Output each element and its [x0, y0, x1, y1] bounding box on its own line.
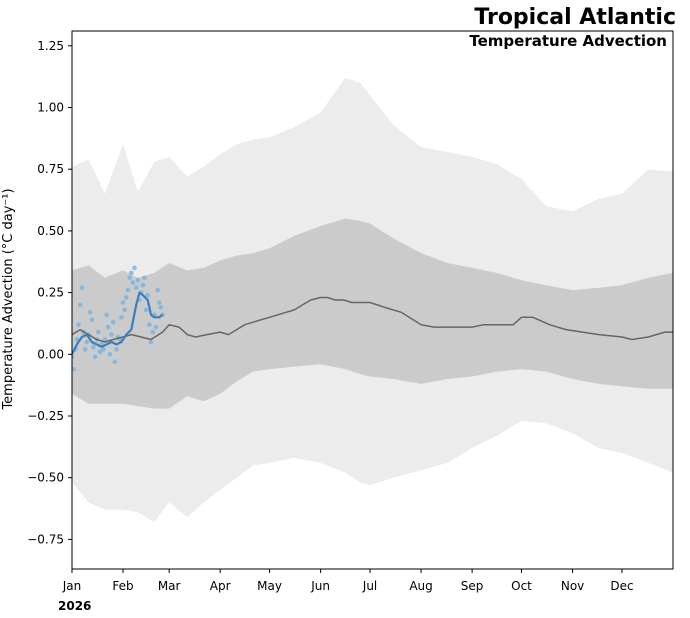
x-tick-label: Jun — [310, 579, 330, 593]
y-axis-label: Temperature Advection (°C day⁻¹) — [1, 188, 16, 410]
daily-point — [79, 285, 85, 291]
inner-range-band — [72, 218, 673, 409]
daily-point — [124, 295, 129, 300]
daily-point — [130, 280, 136, 286]
daily-point — [89, 317, 95, 323]
daily-point — [132, 265, 137, 271]
y-tick-label: 0.00 — [37, 347, 64, 361]
daily-point — [110, 319, 116, 325]
plot-frame — [71, 30, 674, 570]
daily-point — [74, 337, 80, 342]
x-tick-label: Dec — [610, 579, 633, 593]
daily-point — [76, 322, 81, 328]
daily-point — [97, 349, 103, 355]
daily-point — [84, 339, 90, 345]
daily-point — [112, 359, 118, 365]
daily-point — [158, 305, 164, 310]
chart-subtitle: Temperature Advection — [469, 32, 667, 50]
daily-point — [114, 347, 119, 352]
daily-point — [77, 302, 83, 308]
daily-point — [147, 322, 152, 328]
daily-point — [96, 329, 101, 335]
y-tick-label: 0.75 — [37, 162, 64, 176]
y-tick-label: −0.25 — [27, 409, 64, 423]
daily-point — [109, 332, 114, 337]
y-tick-label: 1.25 — [37, 39, 64, 53]
daily-point — [104, 312, 109, 318]
x-tick-label: Oct — [511, 579, 532, 593]
year-label: 2026 — [58, 599, 91, 613]
y-tick-label: 0.50 — [37, 224, 64, 238]
x-tick-label: Sep — [461, 579, 484, 593]
daily-point — [87, 310, 93, 315]
daily-point — [153, 324, 159, 330]
y-tick-label: 0.25 — [37, 286, 64, 300]
y-tick-label: −0.75 — [27, 532, 64, 546]
daily-point — [142, 275, 147, 281]
daily-point — [101, 347, 106, 352]
daily-point — [91, 344, 96, 350]
x-tick-label: Mar — [158, 579, 181, 593]
daily-point — [92, 354, 98, 360]
daily-point — [105, 324, 111, 330]
daily-point — [143, 307, 149, 313]
daily-point — [145, 292, 150, 298]
plot-area — [72, 77, 673, 523]
daily-point — [148, 339, 154, 345]
y-tick-label: 1.00 — [37, 101, 64, 115]
x-tick-label: Feb — [112, 579, 133, 593]
y-tick-label: −0.50 — [27, 471, 64, 485]
daily-point — [140, 282, 146, 288]
daily-point — [82, 347, 88, 352]
x-tick-label: Apr — [210, 579, 231, 593]
daily-point — [155, 287, 160, 293]
daily-point — [72, 366, 76, 372]
daily-point — [102, 337, 108, 342]
climatology-mean-line — [72, 296, 673, 343]
daily-point — [119, 315, 124, 320]
daily-point — [150, 329, 155, 335]
current-year-line — [72, 291, 164, 355]
daily-point — [125, 287, 131, 293]
x-tick-label: Jan — [62, 579, 82, 593]
axes: −0.75 −0.50 −0.25 0.00 0.25 0.50 0.75 1.00 1.25 J… — [27, 39, 633, 593]
daily-point — [127, 275, 132, 281]
x-tick-label: Nov — [561, 579, 584, 593]
daily-point — [122, 307, 127, 313]
x-tick-label: Jul — [362, 579, 377, 593]
chart-title: Tropical Atlantic — [474, 5, 676, 30]
daily-point — [72, 354, 75, 360]
daily-point — [120, 300, 126, 305]
x-tick-label: May — [257, 579, 282, 593]
daily-point — [135, 278, 141, 283]
daily-point — [129, 270, 134, 276]
x-tick-label: Aug — [409, 579, 432, 593]
daily-point — [157, 300, 162, 305]
daily-point — [133, 285, 139, 291]
daily-point — [107, 352, 113, 357]
